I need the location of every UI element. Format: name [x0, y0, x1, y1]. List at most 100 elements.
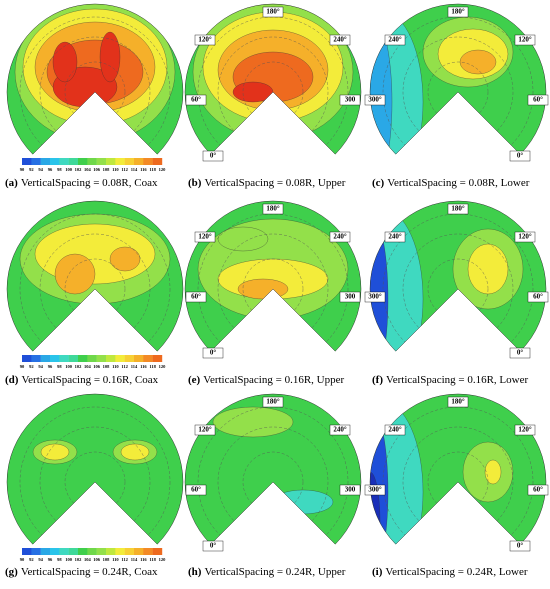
colorbar-cell — [40, 355, 51, 362]
colorbar-tick: 96 — [48, 557, 53, 562]
angle-label: 120° — [198, 36, 212, 44]
angle-label: 300 — [345, 96, 356, 104]
contour-region — [484, 459, 502, 485]
colorbar-tick: 102 — [75, 364, 83, 369]
caption-label: (i) — [372, 566, 383, 578]
angle-box — [514, 424, 536, 436]
angle-box — [194, 34, 216, 46]
panel: 180° 120° 240° 60° 300 0° (b) VerticalSpacing =… — [184, 3, 362, 189]
colorbar-cell — [106, 158, 116, 165]
colorbar-tick: 110 — [112, 364, 119, 369]
colorbar-cell — [22, 355, 32, 362]
angle-box — [514, 231, 536, 243]
angle-box — [527, 484, 549, 496]
angle-box — [185, 484, 207, 496]
colorbar-tick: 110 — [112, 557, 119, 562]
colorbar-cell — [115, 158, 125, 165]
contour-region — [54, 253, 96, 295]
contour-region — [459, 49, 497, 75]
panel: 90 92 94 96 98 100 102 104 106 108 110 112 114 116 118… — [5, 393, 184, 578]
colorbar-tick: 98 — [57, 167, 62, 172]
disc-outline — [184, 200, 362, 352]
angle-label: 300° — [368, 486, 382, 494]
angle-box — [364, 484, 386, 496]
colorbar-cell — [40, 548, 51, 555]
colorbar-tick: 94 — [38, 557, 43, 562]
contour-region — [120, 443, 150, 461]
caption: (h) VerticalSpacing = 0.24R, Upper — [188, 566, 346, 578]
angle-label: 180° — [451, 398, 465, 406]
angle-box — [384, 424, 406, 436]
angle-box — [185, 94, 207, 106]
angle-box — [447, 203, 469, 215]
colorbar-tick: 116 — [140, 167, 147, 172]
angle-box — [194, 424, 216, 436]
panel: 180° 120° 240° 60° 300 0° (e) VerticalSpacing =… — [184, 200, 362, 386]
colorbar-cell — [31, 548, 41, 555]
colorbar-cell — [40, 158, 51, 165]
colorbar-cell — [50, 548, 60, 555]
caption: (g) VerticalSpacing = 0.24R, Coax — [5, 566, 158, 578]
colorbar-tick: 96 — [48, 364, 53, 369]
angle-box — [202, 540, 224, 552]
angle-label: 240° — [333, 233, 347, 241]
colorbar-cell — [106, 355, 116, 362]
angle-box — [262, 203, 284, 215]
colorbar-tick: 116 — [140, 364, 147, 369]
colorbar-tick: 110 — [112, 167, 119, 172]
caption-text: VerticalSpacing = 0.08R, Upper — [204, 177, 345, 189]
colorbar-tick: 106 — [93, 557, 101, 562]
colorbar-cell — [115, 548, 125, 555]
angle-label: 60° — [533, 96, 543, 104]
angle-box — [447, 396, 469, 408]
angle-label: 180° — [266, 398, 280, 406]
angle-box — [339, 291, 361, 303]
colorbar-cell — [152, 355, 163, 362]
colorbar-tick: 108 — [103, 364, 111, 369]
colorbar-cell — [115, 355, 125, 362]
colorbar-tick: 98 — [57, 364, 62, 369]
colorbar-cell — [22, 158, 32, 165]
colorbar-tick: 120 — [159, 167, 167, 172]
angle-label: 120° — [198, 233, 212, 241]
grid-ring — [19, 213, 171, 352]
colorbar-tick: 120 — [159, 364, 167, 369]
colorbar-tick: 118 — [149, 364, 156, 369]
colorbar-tick: 90 — [20, 364, 25, 369]
angle-label: 240° — [333, 426, 347, 434]
colorbar-tick: 104 — [84, 557, 92, 562]
disc-outline — [6, 200, 184, 352]
caption: (i) VerticalSpacing = 0.24R, Lower — [372, 566, 528, 578]
angle-box — [527, 94, 549, 106]
angle-box — [202, 150, 224, 162]
contour-region — [99, 31, 121, 83]
caption-label: (g) — [5, 566, 18, 578]
disc-outline — [6, 3, 184, 155]
contour-region — [217, 226, 269, 252]
colorbar-cell — [143, 355, 153, 362]
panel: 180° 240° 120° 300° 60° 0° (i) VerticalSpacing … — [364, 393, 549, 578]
angle-label: 180° — [451, 205, 465, 213]
caption-label: (d) — [5, 374, 19, 386]
angle-label: 180° — [266, 8, 280, 16]
angle-label: 240° — [388, 426, 402, 434]
panel: 180° 120° 240° 60° 300 0° (h) VerticalSpacing =… — [184, 393, 362, 578]
colorbar-tick: 90 — [20, 167, 25, 172]
angle-label: 300° — [368, 96, 382, 104]
caption-label: (f) — [372, 374, 383, 386]
colorbar-tick: 104 — [84, 364, 92, 369]
colorbar-cell — [87, 355, 97, 362]
contour-region — [109, 246, 141, 272]
angle-box — [514, 34, 536, 46]
contour-region — [237, 278, 289, 300]
colorbar-tick: 106 — [93, 167, 101, 172]
panel: 90 92 94 96 98 100 102 104 106 108 110 112 114 116 118… — [5, 200, 184, 386]
colorbar-cell — [152, 158, 163, 165]
angle-box — [329, 34, 351, 46]
angle-box — [364, 291, 386, 303]
colorbar-cell — [134, 355, 144, 362]
colorbar-tick: 104 — [84, 167, 92, 172]
colorbar-tick: 118 — [149, 557, 156, 562]
contour-region — [370, 471, 381, 545]
